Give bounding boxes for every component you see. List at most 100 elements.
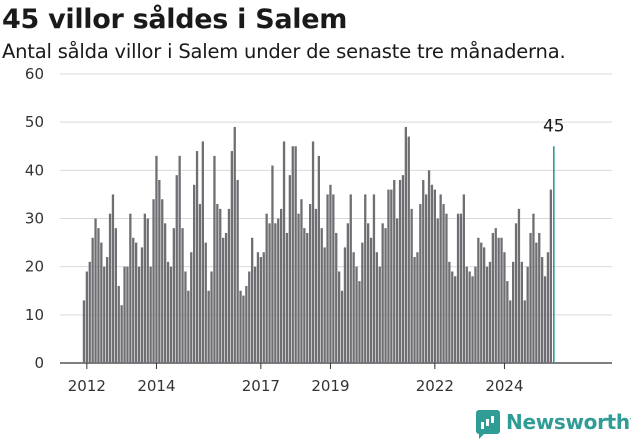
bar bbox=[506, 281, 509, 363]
bar bbox=[474, 266, 477, 363]
bar bbox=[396, 218, 399, 363]
bar bbox=[361, 242, 364, 363]
y-tick-label: 60 bbox=[25, 65, 44, 83]
bar bbox=[114, 228, 117, 363]
bar bbox=[338, 271, 341, 363]
bar bbox=[204, 242, 207, 363]
bar bbox=[224, 232, 228, 363]
bar bbox=[198, 204, 202, 363]
bar bbox=[541, 257, 544, 363]
bar bbox=[477, 237, 480, 363]
bar bbox=[427, 170, 431, 363]
y-tick-label: 40 bbox=[25, 161, 44, 179]
bar bbox=[369, 237, 373, 363]
bar bbox=[332, 194, 335, 363]
bar bbox=[166, 261, 170, 363]
bars bbox=[82, 126, 555, 363]
bar bbox=[158, 179, 161, 363]
bar bbox=[546, 252, 550, 363]
bar bbox=[549, 189, 552, 363]
bar bbox=[120, 305, 123, 363]
bar bbox=[378, 266, 381, 363]
bar bbox=[410, 208, 413, 363]
bar bbox=[300, 199, 303, 363]
bar bbox=[387, 189, 390, 363]
bar bbox=[175, 175, 178, 363]
bar bbox=[297, 213, 300, 363]
bar bbox=[97, 228, 100, 363]
bar bbox=[416, 252, 419, 363]
bar bbox=[294, 146, 297, 363]
bar bbox=[448, 261, 451, 363]
y-tick-label: 0 bbox=[34, 354, 44, 372]
bar bbox=[94, 218, 97, 363]
bar bbox=[190, 252, 193, 363]
bar bbox=[242, 295, 245, 363]
chart-title: 45 villor såldes i Salem bbox=[2, 4, 348, 35]
bar bbox=[140, 247, 144, 363]
bar bbox=[425, 194, 428, 363]
bar bbox=[364, 194, 367, 363]
bar bbox=[248, 271, 251, 363]
bar bbox=[323, 247, 326, 363]
bar bbox=[213, 155, 216, 363]
bar bbox=[384, 228, 387, 363]
bar bbox=[106, 257, 109, 363]
bar bbox=[111, 194, 115, 363]
bar bbox=[262, 252, 265, 363]
bar bbox=[271, 165, 274, 363]
bar bbox=[343, 247, 347, 363]
bar bbox=[91, 237, 94, 363]
y-tick-label: 30 bbox=[25, 210, 44, 228]
highlight-label: 45 bbox=[543, 116, 565, 136]
bar bbox=[480, 242, 483, 363]
bar bbox=[456, 213, 460, 363]
x-axis-ticks: 2012 2014 2017 2019 2022 2024 bbox=[68, 363, 524, 395]
bar bbox=[390, 189, 393, 363]
bar bbox=[309, 204, 312, 363]
bar bbox=[459, 213, 463, 363]
bar bbox=[253, 266, 257, 363]
bar bbox=[155, 155, 158, 363]
bar bbox=[538, 232, 541, 363]
x-tick-label: 2019 bbox=[311, 377, 349, 395]
bar bbox=[123, 266, 126, 363]
bar bbox=[445, 213, 448, 363]
bar bbox=[268, 223, 271, 363]
bar bbox=[178, 155, 181, 363]
bar bbox=[210, 271, 213, 363]
newsworthy-logo[interactable]: Newsworthy bbox=[476, 408, 631, 439]
bar bbox=[219, 208, 222, 363]
bar bbox=[532, 213, 535, 363]
bar bbox=[230, 151, 233, 363]
y-tick-label: 10 bbox=[25, 306, 44, 324]
bar bbox=[471, 276, 474, 363]
bar bbox=[352, 252, 355, 363]
y-tick-label: 20 bbox=[25, 258, 44, 276]
bar bbox=[535, 242, 538, 363]
bar bbox=[419, 204, 422, 363]
bar bbox=[277, 218, 280, 363]
bar bbox=[393, 179, 396, 363]
chart-subtitle: Antal sålda villor i Salem under de sena… bbox=[2, 40, 566, 63]
bar bbox=[439, 194, 442, 363]
bar bbox=[367, 223, 370, 363]
bar bbox=[201, 141, 204, 363]
bar bbox=[500, 237, 503, 363]
brand-name: Newsworthy bbox=[506, 410, 631, 434]
bar bbox=[454, 276, 457, 363]
bar bbox=[526, 266, 529, 363]
bar bbox=[433, 189, 436, 363]
bar-chart-speech-bubble-icon bbox=[476, 410, 500, 439]
bar bbox=[88, 261, 91, 363]
bar bbox=[349, 194, 352, 363]
bar bbox=[491, 232, 494, 363]
bar bbox=[195, 151, 199, 363]
bar bbox=[462, 194, 465, 363]
bar bbox=[430, 184, 434, 363]
bar bbox=[117, 285, 120, 363]
bar bbox=[485, 266, 489, 363]
bar bbox=[451, 271, 454, 363]
bar bbox=[436, 218, 439, 363]
